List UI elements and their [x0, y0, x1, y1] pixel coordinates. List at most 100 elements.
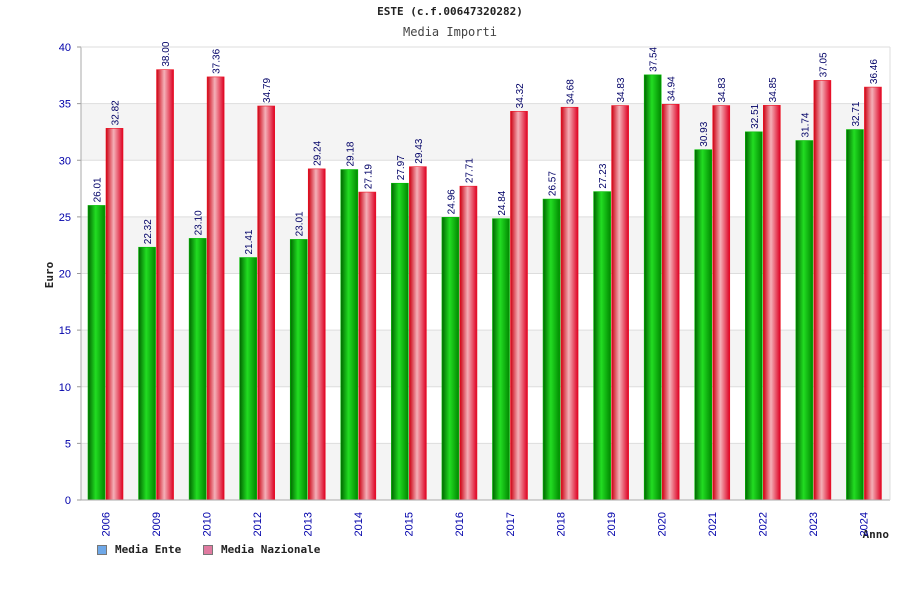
value-label: 27.71	[464, 158, 475, 183]
chart-title: ESTE (c.f.00647320282)	[377, 5, 523, 18]
value-label: 38.00	[161, 41, 172, 66]
y-tick-label: 5	[65, 438, 71, 450]
bar-ente-2023	[795, 140, 814, 501]
x-tick-label: 2013	[303, 512, 315, 536]
y-tick-label: 30	[59, 155, 71, 167]
value-label: 37.54	[649, 46, 660, 71]
y-tick-label: 10	[59, 382, 71, 394]
bar-ente-2012	[239, 257, 257, 501]
value-label: 27.19	[363, 164, 374, 189]
bar-nazionale-2020	[661, 104, 680, 501]
y-axis-label: Euro	[43, 261, 56, 288]
bar-ente-2017	[492, 218, 510, 501]
value-label: 23.01	[295, 211, 306, 236]
x-tick-label: 2021	[707, 512, 719, 536]
value-label: 26.57	[548, 171, 559, 196]
y-tick-label: 20	[59, 269, 71, 281]
legend-item-nazionale: Media Nazionale	[203, 543, 320, 556]
bar-nazionale-2016	[459, 185, 478, 501]
y-tick-label: 35	[59, 99, 71, 111]
x-tick-label: 2023	[808, 512, 820, 536]
y-tick-label: 25	[59, 212, 71, 224]
legend-label-nazionale: Media Nazionale	[221, 543, 321, 556]
bar-nazionale-2024	[864, 86, 882, 501]
x-tick-label: 2010	[201, 512, 213, 536]
value-label: 31.74	[800, 112, 811, 137]
bar-nazionale-2018	[560, 106, 579, 501]
bar-ente-2018	[542, 198, 561, 501]
value-label: 32.71	[851, 101, 862, 126]
bar-ente-2010	[188, 238, 207, 501]
bar-nazionale-2014	[358, 191, 377, 501]
value-label: 36.46	[869, 59, 880, 84]
legend-swatch-nazionale	[203, 544, 213, 555]
value-label: 34.32	[515, 83, 526, 108]
bar-nazionale-2006	[105, 128, 124, 501]
value-label: 27.97	[396, 155, 407, 180]
x-tick-label: 2012	[252, 512, 264, 536]
bar-nazionale-2023	[813, 80, 832, 501]
value-label: 34.94	[667, 76, 678, 101]
value-label: 24.84	[497, 190, 508, 215]
bar-ente-2021	[694, 149, 713, 501]
legend-swatch-ente	[97, 544, 107, 555]
bar-ente-2016	[441, 217, 460, 501]
x-tick-label: 2022	[758, 512, 770, 536]
legend-label-ente: Media Ente	[115, 543, 182, 556]
value-label: 29.18	[345, 141, 356, 166]
legend-item-ente: Media Ente	[97, 543, 181, 556]
x-axis-label: Anno	[863, 528, 890, 541]
bar-nazionale-2022	[763, 105, 781, 501]
value-label: 34.83	[717, 77, 728, 102]
value-label: 37.36	[212, 48, 223, 73]
bars	[87, 69, 882, 501]
value-label: 26.01	[93, 177, 104, 202]
x-tick-label: 2016	[454, 512, 466, 536]
bar-ente-2024	[846, 129, 864, 501]
bar-ente-2013	[289, 239, 308, 501]
y-tick-label: 40	[59, 42, 71, 54]
value-label: 29.43	[414, 138, 425, 163]
bar-nazionale-2013	[307, 168, 326, 501]
value-label: 30.93	[699, 121, 710, 146]
bar-nazionale-2009	[156, 69, 174, 501]
bar-ente-2014	[340, 169, 359, 501]
value-label: 34.68	[566, 79, 577, 104]
x-tick-label: 2020	[656, 512, 668, 536]
x-tick-label: 2014	[353, 512, 365, 536]
value-label: 29.24	[313, 140, 324, 165]
bar-ente-2006	[87, 205, 106, 501]
bar-ente-2009	[138, 246, 156, 501]
value-label: 24.96	[446, 189, 457, 214]
bar-nazionale-2021	[712, 105, 731, 501]
value-label: 32.51	[750, 103, 761, 128]
chart-subtitle: Media Importi	[403, 25, 497, 39]
x-tick-label: 2009	[151, 512, 163, 536]
x-tick-label: 2006	[100, 512, 112, 536]
bar-ente-2020	[643, 74, 662, 501]
value-label: 34.83	[616, 77, 627, 102]
value-label: 32.82	[111, 100, 122, 125]
y-tick-label: 15	[59, 325, 71, 337]
bar-ente-2022	[745, 131, 763, 501]
x-tick-label: 2015	[404, 512, 416, 536]
value-label: 27.23	[598, 163, 609, 188]
value-label: 23.10	[194, 210, 205, 235]
value-label: 21.41	[244, 229, 255, 254]
value-label: 34.85	[768, 77, 779, 102]
x-tick-label: 2018	[555, 512, 567, 536]
x-tick-label: 2024	[859, 512, 871, 536]
x-tick-label: 2019	[606, 512, 618, 536]
value-label: 34.79	[262, 78, 273, 103]
value-label: 37.05	[818, 52, 829, 77]
bar-nazionale-2019	[611, 105, 629, 501]
bar-nazionale-2012	[257, 105, 275, 501]
bar-nazionale-2015	[409, 166, 427, 501]
y-tick-label: 0	[65, 495, 71, 507]
bar-nazionale-2010	[206, 76, 225, 501]
bar-nazionale-2017	[510, 111, 528, 501]
x-tick-label: 2017	[505, 512, 517, 536]
value-label: 22.32	[143, 219, 154, 244]
axes: 0 5 10 15 20 25 30 35 40 Euro Anno 2006 2009 2010 2012…	[43, 42, 891, 541]
